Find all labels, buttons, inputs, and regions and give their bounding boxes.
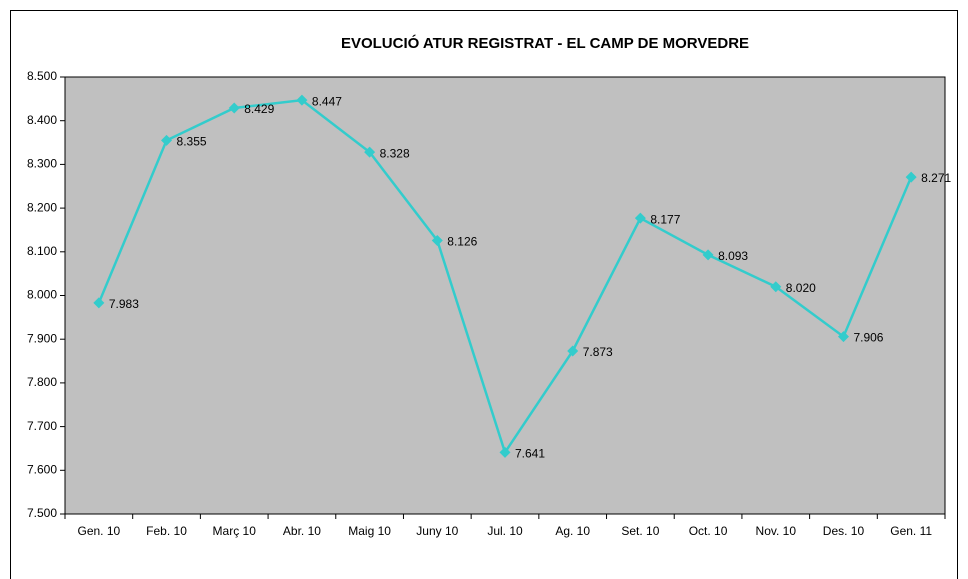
marker <box>837 331 849 343</box>
x-tick-label: Jul. 10 <box>487 524 523 538</box>
data-label: 7.873 <box>583 345 613 359</box>
y-tick-label: 8.000 <box>27 288 57 302</box>
y-tick-label: 8.400 <box>27 113 57 127</box>
data-label: 8.093 <box>718 249 748 263</box>
y-tick-label: 8.300 <box>27 157 57 171</box>
x-tick-label: Gen. 11 <box>890 524 932 538</box>
marker <box>770 281 782 293</box>
marker <box>364 146 376 158</box>
data-label: 8.447 <box>312 94 342 108</box>
marker <box>702 249 714 261</box>
y-tick-label: 8.500 <box>27 69 57 83</box>
marker <box>161 134 173 146</box>
y-tick-label: 7.800 <box>27 375 57 389</box>
data-label: 8.355 <box>177 135 207 149</box>
marker <box>567 345 579 357</box>
marker <box>634 212 646 224</box>
y-tick-label: 8.200 <box>27 200 57 214</box>
x-tick-label: Gen. 10 <box>77 524 120 538</box>
marker <box>431 234 443 246</box>
y-tick-label: 7.500 <box>27 506 57 520</box>
y-tick-label: 7.700 <box>27 419 57 433</box>
x-tick-label: Abr. 10 <box>283 524 321 538</box>
y-tick-label: 8.100 <box>27 244 57 258</box>
x-tick-label: Set. 10 <box>621 524 659 538</box>
data-label: 8.177 <box>650 212 680 226</box>
x-tick-label: Nov. 10 <box>756 524 797 538</box>
x-tick-label: Ag. 10 <box>555 524 590 538</box>
data-label: 8.271 <box>921 171 951 185</box>
marker <box>93 297 105 309</box>
y-tick-label: 7.600 <box>27 462 57 476</box>
x-tick-label: Maig 10 <box>348 524 391 538</box>
x-tick-label: Juny 10 <box>416 524 458 538</box>
marker <box>228 102 240 114</box>
data-label: 8.126 <box>447 235 477 249</box>
data-label: 8.429 <box>244 102 274 116</box>
data-label: 7.983 <box>109 297 139 311</box>
plot-area <box>64 76 946 515</box>
x-tick-label: Feb. 10 <box>146 524 187 538</box>
y-tick-label: 7.900 <box>27 331 57 345</box>
data-label: 8.328 <box>380 146 410 160</box>
marker <box>296 94 308 106</box>
chart-title: EVOLUCIÓ ATUR REGISTRAT - EL CAMP DE MOR… <box>341 34 749 52</box>
marker <box>499 446 511 458</box>
data-label: 8.020 <box>786 281 816 295</box>
data-label: 7.641 <box>515 447 545 461</box>
x-tick-label: Des. 10 <box>823 524 865 538</box>
x-tick-label: Oct. 10 <box>689 524 728 538</box>
data-label: 7.906 <box>853 331 883 345</box>
x-tick-label: Març 10 <box>213 524 257 538</box>
marker <box>905 171 917 183</box>
